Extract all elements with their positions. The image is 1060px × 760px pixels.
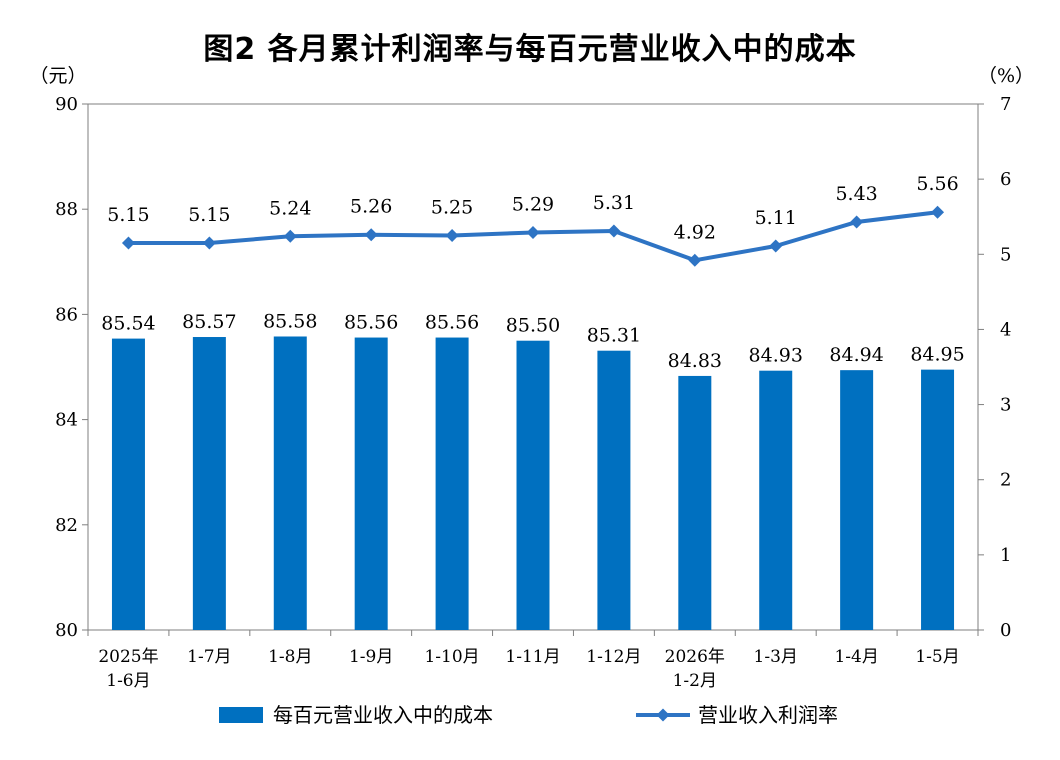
left-axis: （元） 80 82 84 86 88 90 <box>29 65 88 641</box>
line-point <box>364 228 378 242</box>
right-tick-label: 0 <box>1000 620 1011 641</box>
bar <box>840 370 874 630</box>
bar-data-label: 84.83 <box>668 350 722 372</box>
bar <box>273 336 307 630</box>
legend: 每百元营业收入中的成本 营业收入利润率 <box>219 703 838 727</box>
legend-line-marker <box>656 708 670 722</box>
right-tick-label: 6 <box>1000 169 1011 190</box>
x-tick-label: 1-6月 <box>106 671 150 691</box>
right-axis-unit: （%） <box>978 65 1034 87</box>
bar <box>111 338 145 630</box>
left-tick-label: 80 <box>55 620 78 641</box>
line-point <box>283 229 297 243</box>
chart-title: 图2 各月累计利润率与每百元营业收入中的成本 <box>203 32 857 67</box>
x-tick-label: 1-7月 <box>187 647 231 667</box>
right-tick-label: 1 <box>1000 545 1011 566</box>
legend-bar-swatch <box>219 707 263 723</box>
bar <box>435 337 469 630</box>
bar <box>678 375 712 630</box>
bar <box>516 340 550 630</box>
line-data-label: 4.92 <box>674 221 716 243</box>
bar-data-label: 85.31 <box>587 325 641 347</box>
line-data-label: 5.24 <box>269 197 311 219</box>
right-tick-label: 2 <box>1000 470 1011 491</box>
bar-series: 85.54 85.57 85.58 85.56 85.56 85.50 85.31 84.83… <box>101 310 965 630</box>
bar <box>192 337 226 630</box>
x-axis: 2025年 1-6月 1-7月 1-8月 1-9月 1-10月 1-11月 1-12月 2026… <box>87 630 979 691</box>
line-data-label: 5.11 <box>755 207 797 229</box>
bar <box>354 337 388 630</box>
line-point <box>850 215 864 229</box>
left-tick-label: 82 <box>55 515 78 536</box>
line-data-label: 5.29 <box>512 193 554 215</box>
line-point <box>445 229 459 242</box>
right-axis: （%） 0 1 2 3 4 5 6 7 <box>978 65 1034 641</box>
x-tick-label: 2025年 <box>98 647 158 667</box>
x-tick-label: 1-8月 <box>268 647 312 667</box>
bar-data-label: 85.58 <box>263 310 317 332</box>
x-tick-label: 1-3月 <box>754 647 798 667</box>
line-point <box>931 205 945 219</box>
line-point <box>526 225 540 239</box>
left-tick-label: 86 <box>55 304 78 325</box>
right-tick-label: 5 <box>1000 244 1011 265</box>
line-data-label: 5.15 <box>107 204 149 226</box>
line-data-label: 5.31 <box>593 192 635 214</box>
bar-data-label: 85.56 <box>425 312 479 334</box>
line-data-label: 5.56 <box>916 173 958 195</box>
x-tick-label: 1-11月 <box>505 647 560 667</box>
bar <box>759 370 793 630</box>
line-data-label: 5.26 <box>350 196 392 218</box>
right-tick-label: 7 <box>1000 94 1011 115</box>
right-tick-label: 3 <box>1000 395 1011 416</box>
x-tick-label: 1-2月 <box>673 671 717 691</box>
line-point <box>121 236 135 250</box>
x-tick-label: 1-4月 <box>834 647 878 667</box>
line-point <box>607 224 621 238</box>
bar-data-label: 85.57 <box>182 311 236 333</box>
left-axis-unit: （元） <box>29 65 86 87</box>
x-tick-label: 1-12月 <box>586 647 641 667</box>
x-tick-label: 2026年 <box>665 647 725 667</box>
line-data-label: 5.25 <box>431 197 473 219</box>
line-data-label: 5.43 <box>835 183 877 205</box>
line-point <box>202 236 216 250</box>
line-point <box>688 253 702 267</box>
bar <box>921 369 955 630</box>
bar-data-label: 84.94 <box>829 344 883 366</box>
x-tick-label: 1-5月 <box>915 647 959 667</box>
line-point <box>769 239 783 253</box>
bar-data-label: 85.56 <box>344 312 398 334</box>
legend-line-label: 营业收入利润率 <box>698 703 838 727</box>
left-tick-label: 90 <box>55 94 78 115</box>
bar-data-label: 84.93 <box>749 345 803 367</box>
bar-data-label: 84.95 <box>910 344 964 366</box>
legend-bar-label: 每百元营业收入中的成本 <box>273 703 493 727</box>
bar <box>597 350 631 630</box>
bar-data-label: 85.54 <box>101 313 155 335</box>
line-data-label: 5.15 <box>188 204 230 226</box>
x-tick-label: 1-10月 <box>424 647 479 667</box>
line-series: 5.15 5.15 5.24 5.26 5.25 5.29 5.31 4.92 5.11 5.43… <box>107 173 959 267</box>
left-tick-label: 84 <box>55 410 78 431</box>
right-tick-label: 4 <box>1000 319 1011 340</box>
left-tick-label: 88 <box>55 199 78 220</box>
x-tick-label: 1-9月 <box>349 647 393 667</box>
bar-data-label: 85.50 <box>506 315 560 337</box>
